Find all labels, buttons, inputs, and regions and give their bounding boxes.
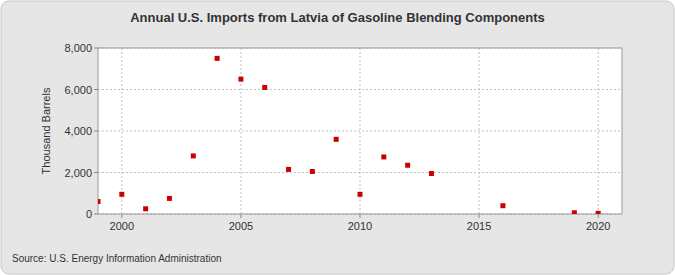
point (167, 196, 172, 201)
point (381, 154, 386, 159)
grid-line-x (121, 48, 122, 214)
point (191, 153, 196, 158)
tick-label-y: 4,000 (64, 125, 92, 137)
point (334, 137, 339, 142)
tick-label-x: 2020 (586, 220, 610, 232)
background (1, 1, 674, 274)
point (215, 56, 220, 61)
point (429, 171, 434, 176)
point (238, 77, 243, 82)
point (500, 203, 505, 208)
point (119, 192, 124, 197)
tick-y (94, 131, 98, 132)
tick-label-y: 0 (86, 208, 92, 220)
tick-x (240, 214, 241, 218)
tick-x (360, 214, 361, 218)
tick-label-x: 2010 (348, 220, 372, 232)
tick-y (94, 89, 98, 90)
title: Annual U.S. Imports from Latvia of Gasol… (130, 10, 545, 25)
tick-y (94, 48, 98, 49)
y-axis-label: Thousand Barrels (40, 87, 52, 174)
tick-x (479, 214, 480, 218)
tick-x (598, 214, 599, 218)
tick-label-x: 2015 (467, 220, 491, 232)
chart-svg: 0 2,000 4,000 6,000 8,000 2000 2005 2010 2015 202… (0, 0, 675, 275)
grid-line-x (240, 48, 241, 214)
tick-y (94, 172, 98, 173)
tick-label-x: 2000 (110, 220, 134, 232)
grid-line-x (360, 48, 361, 214)
tick-label-x: 2005 (229, 220, 253, 232)
plot-frame (98, 48, 622, 214)
marks (98, 56, 601, 214)
plot-area (98, 48, 622, 214)
point (310, 169, 315, 174)
tick-label-y: 6,000 (64, 84, 92, 96)
point (262, 85, 267, 90)
point (572, 210, 577, 214)
source: Source: U.S. Energy Information Administ… (12, 253, 222, 264)
tick-x (121, 214, 122, 218)
point (405, 163, 410, 168)
point (286, 167, 291, 172)
point (358, 192, 363, 197)
tick-label-y: 2,000 (64, 167, 92, 179)
point (143, 206, 148, 211)
point (98, 199, 101, 204)
grid-line-x (479, 48, 480, 214)
tick-y (94, 214, 98, 215)
grid-line-y (98, 131, 622, 132)
grid-line-x (598, 48, 599, 214)
tick-label-y: 8,000 (64, 42, 92, 54)
point (596, 211, 601, 214)
chart-container: 0 2,000 4,000 6,000 8,000 2000 2005 2010 2015 202… (0, 0, 675, 275)
